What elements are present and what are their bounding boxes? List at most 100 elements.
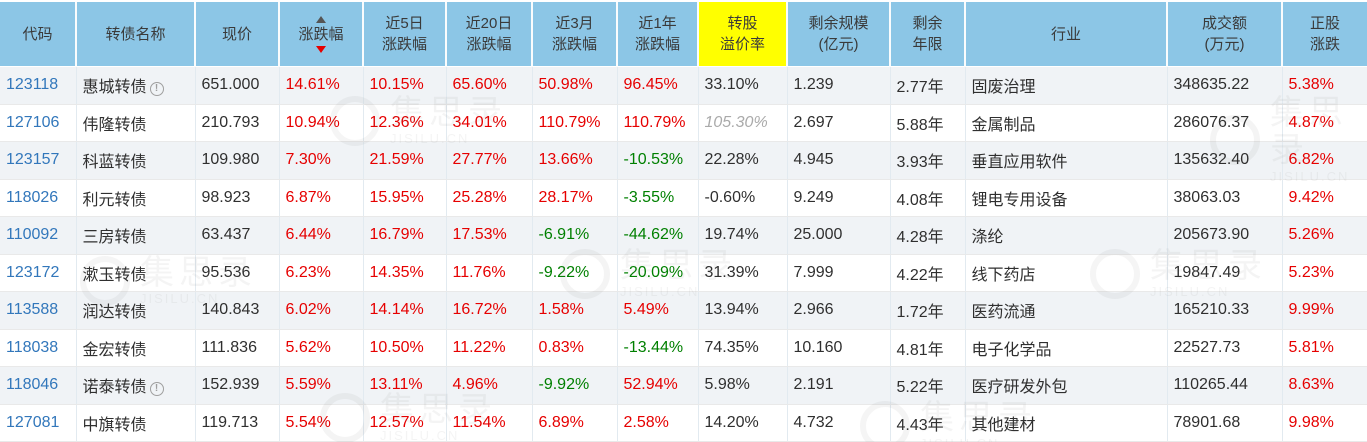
cell-chg20: 65.60% — [446, 66, 533, 105]
cell-turnover: 135632.40 — [1167, 141, 1283, 180]
cell-price: 109.980 — [195, 141, 280, 180]
cell-price: 119.713 — [195, 404, 280, 442]
cell-stock_chg: 6.82% — [1282, 141, 1367, 180]
cell-size: 4.945 — [787, 141, 891, 180]
cell-chg20: 16.72% — [446, 291, 533, 330]
column-header-code[interactable]: 代码 — [0, 2, 77, 67]
bond-code-link[interactable]: 118026 — [6, 188, 59, 206]
column-header-size[interactable]: 剩余规模 (亿元) — [787, 2, 891, 67]
cell-turnover: 19847.49 — [1167, 254, 1283, 292]
bond-code-link[interactable]: 127106 — [6, 113, 60, 131]
table-row: 127081 中旗转债 119.713 5.54% 12.57% 11.54% 6.89% 2… — [0, 404, 1367, 442]
cell-chg20: 11.22% — [446, 329, 533, 367]
cell-chg: 5.59% — [279, 366, 364, 405]
cell-years: 4.22年 — [890, 254, 966, 292]
bond-code-link[interactable]: 123172 — [6, 263, 60, 281]
cell-premium: 31.39% — [698, 254, 788, 292]
table-row: 127106 伟隆转债 210.793 10.94% 12.36% 34.01% 110.7… — [0, 104, 1367, 142]
cell-code: 123157 — [0, 141, 77, 180]
column-label: 近20日 — [465, 15, 513, 32]
warning-icon[interactable]: ! — [149, 82, 164, 97]
cell-name: 惠城转债! — [76, 66, 196, 105]
cell-years: 4.81年 — [890, 329, 966, 367]
bond-code-link[interactable]: 110092 — [6, 226, 59, 244]
cell-size: 25.000 — [787, 216, 891, 255]
cell-chg3m: 0.83% — [532, 329, 618, 367]
sort-asc-icon[interactable] — [316, 15, 326, 23]
column-label: 现价 — [221, 25, 252, 43]
column-header-chg3m[interactable]: 近3月 涨跌幅 — [532, 2, 618, 67]
cell-industry: 涤纶 — [965, 216, 1168, 255]
cell-years: 2.77年 — [890, 66, 966, 105]
column-header-chg20[interactable]: 近20日 涨跌幅 — [446, 2, 533, 67]
column-label: 剩余 — [912, 15, 943, 32]
column-header-chg5[interactable]: 近5日 涨跌幅 — [363, 2, 447, 67]
cell-chg: 6.44% — [279, 216, 364, 255]
cell-size: 2.697 — [787, 104, 891, 142]
cell-chg3m: -6.91% — [532, 216, 618, 255]
cell-industry: 其他建材 — [965, 404, 1168, 442]
column-label: 溢价率 — [719, 36, 765, 53]
column-header-chg[interactable]: 涨跌幅 — [279, 2, 364, 67]
column-label: 转股 — [727, 15, 758, 32]
column-header-content: 近1年 涨跌幅 — [618, 13, 697, 55]
cell-chg5: 10.15% — [363, 66, 447, 105]
sort-desc-icon[interactable] — [316, 45, 326, 53]
cell-stock_chg: 8.63% — [1282, 366, 1367, 405]
bond-code-link[interactable]: 123118 — [6, 76, 59, 94]
cell-chg3m: 110.79% — [532, 104, 618, 142]
bond-name: 伟隆转债 — [82, 116, 147, 134]
cell-code: 123118 — [0, 66, 77, 105]
cell-price: 63.437 — [195, 216, 280, 255]
column-header-turnover[interactable]: 成交额 (万元) — [1167, 2, 1283, 67]
bond-name: 润达转债 — [82, 304, 147, 322]
cell-chg1y: 5.49% — [617, 291, 699, 330]
column-header-content: 剩余规模 (亿元) — [788, 13, 889, 55]
cell-premium: 33.10% — [698, 66, 788, 105]
column-label: 近3月 — [555, 15, 594, 32]
cell-name: 伟隆转债 — [76, 104, 196, 142]
column-label: (万元) — [1204, 36, 1245, 53]
column-header-content: 现价 — [196, 24, 278, 45]
bond-code-link[interactable]: 118046 — [6, 376, 59, 394]
bond-code-link[interactable]: 123157 — [6, 151, 60, 169]
cell-premium: 74.35% — [698, 329, 788, 367]
cell-chg20: 11.76% — [446, 254, 533, 292]
cell-chg3m: -9.22% — [532, 254, 618, 292]
cell-stock_chg: 9.99% — [1282, 291, 1367, 330]
bond-code-link[interactable]: 118038 — [6, 338, 59, 356]
cell-stock_chg: 5.23% — [1282, 254, 1367, 292]
cell-chg3m: 50.98% — [532, 66, 618, 105]
column-header-name[interactable]: 转债名称 — [76, 2, 196, 67]
column-header-chg1y[interactable]: 近1年 涨跌幅 — [617, 2, 699, 67]
column-header-content: 涨跌幅 — [280, 15, 362, 54]
cell-chg5: 16.79% — [363, 216, 447, 255]
cell-chg20: 17.53% — [446, 216, 533, 255]
cell-chg1y: -13.44% — [617, 329, 699, 367]
cell-chg5: 14.14% — [363, 291, 447, 330]
cell-name: 三房转债 — [76, 216, 196, 255]
column-header-stock_chg[interactable]: 正股 涨跌 — [1282, 2, 1367, 67]
bond-code-link[interactable]: 127081 — [6, 413, 60, 431]
cell-chg: 6.87% — [279, 179, 364, 217]
warning-icon[interactable]: ! — [149, 382, 164, 397]
cell-chg3m: 1.58% — [532, 291, 618, 330]
cell-years: 4.08年 — [890, 179, 966, 217]
cell-chg: 10.94% — [279, 104, 364, 142]
column-header-years[interactable]: 剩余 年限 — [890, 2, 966, 67]
column-header-price[interactable]: 现价 — [195, 2, 280, 67]
column-header-premium[interactable]: 转股 溢价率 — [698, 2, 788, 67]
cell-industry: 固废治理 — [965, 66, 1168, 105]
column-label: 涨跌 — [1309, 36, 1340, 53]
cell-price: 651.000 — [195, 66, 280, 105]
column-label: 涨跌幅 — [381, 36, 427, 53]
cell-price: 152.939 — [195, 366, 280, 405]
cell-chg5: 13.11% — [363, 366, 447, 405]
bond-code-link[interactable]: 113588 — [6, 301, 59, 319]
column-header-industry[interactable]: 行业 — [965, 2, 1168, 67]
cell-price: 111.836 — [195, 329, 280, 367]
cell-stock_chg: 9.42% — [1282, 179, 1367, 217]
cell-years: 4.28年 — [890, 216, 966, 255]
cell-years: 5.22年 — [890, 366, 966, 405]
